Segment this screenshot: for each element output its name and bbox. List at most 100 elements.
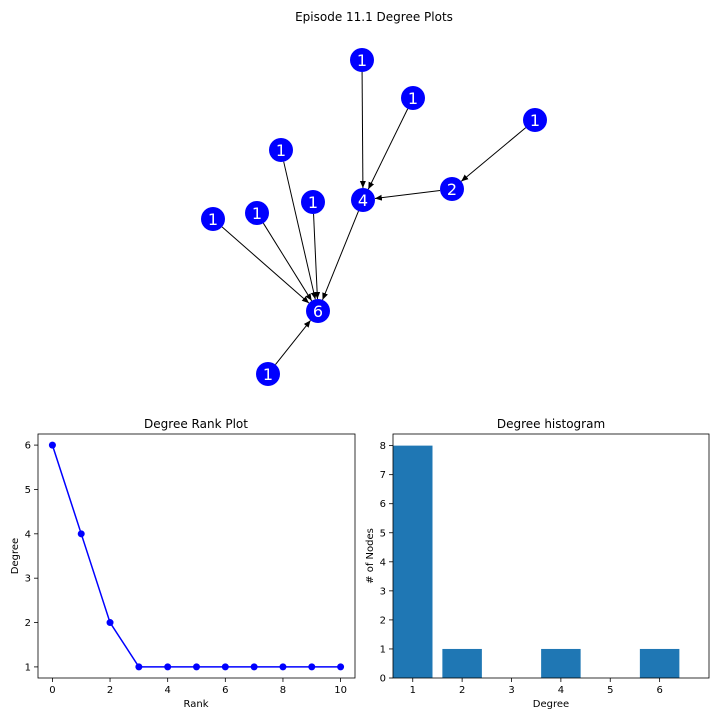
network-node-circle <box>351 188 375 212</box>
network-node-circle <box>350 48 374 72</box>
rank-plot-ylabel: Degree <box>10 538 21 574</box>
histogram-ytick-label: 0 <box>380 674 386 685</box>
network-node-label: 4 <box>358 191 368 210</box>
histogram-xtick-label: 3 <box>508 685 514 696</box>
rank-xtick-label: 6 <box>222 685 228 696</box>
rank-xtick-label: 10 <box>334 685 347 696</box>
network-node-circle <box>440 177 464 201</box>
network-edge <box>275 320 311 365</box>
histogram-bar <box>639 648 680 678</box>
network-node: 4 <box>351 188 375 212</box>
figure-title: Episode 11.1 Degree Plots <box>295 10 453 24</box>
network-node: 1 <box>350 48 374 72</box>
network-edge <box>313 213 321 300</box>
network-edge <box>460 127 527 182</box>
histogram-ytick-label: 1 <box>380 644 386 655</box>
network-node-circle <box>401 86 425 110</box>
rank-line <box>51 444 341 668</box>
rank-xtick-label: 0 <box>49 685 55 696</box>
rank-xtick-label: 2 <box>107 685 113 696</box>
rank-point <box>250 663 258 671</box>
network-node-label: 1 <box>263 365 273 384</box>
histogram-xtick-label: 4 <box>558 685 564 696</box>
histogram-ylabel: # of Nodes <box>365 528 376 584</box>
network-node-circle <box>306 299 330 323</box>
network-edge <box>367 108 409 190</box>
rank-point <box>308 663 316 671</box>
histogram-bar <box>541 648 581 678</box>
network-edge <box>374 189 441 201</box>
histogram-xtick-label: 6 <box>656 685 662 696</box>
network-node: 1 <box>201 207 225 231</box>
network-node: 1 <box>523 108 547 132</box>
rank-xtick-label: 4 <box>164 685 170 696</box>
histogram-title: Degree histogram <box>497 417 605 431</box>
histogram-ytick-label: 8 <box>380 441 386 452</box>
histogram-ytick-label: 2 <box>380 615 386 626</box>
rank-ytick-label: 3 <box>25 574 31 585</box>
network-node: 1 <box>401 86 425 110</box>
histogram-xtick-label: 2 <box>459 685 465 696</box>
network-node-circle <box>201 207 225 231</box>
rank-plot-frame <box>37 433 356 679</box>
histogram-ytick-label: 4 <box>380 557 386 568</box>
histogram-ytick-label: 5 <box>380 528 386 539</box>
network-node-label: 1 <box>276 141 286 160</box>
rank-point <box>135 663 143 671</box>
rank-xtick-label: 8 <box>280 685 286 696</box>
rank-point <box>164 663 172 671</box>
network-node-label: 1 <box>252 204 262 223</box>
network-edge <box>359 71 366 189</box>
network-nodes: 6 4 2 1 1 1 1 1 1 1 1 <box>201 48 547 386</box>
network-node-circle <box>523 108 547 132</box>
rank-point <box>337 663 345 671</box>
network-node: 1 <box>245 201 269 225</box>
network-node: 1 <box>269 138 293 162</box>
rank-ytick-label: 4 <box>25 529 31 540</box>
histogram-xtick-label: 1 <box>410 685 416 696</box>
network-node-circle <box>256 362 280 386</box>
network-node-label: 1 <box>208 210 218 229</box>
network-node-label: 2 <box>447 180 457 199</box>
rank-point <box>221 663 229 671</box>
histogram-ytick-label: 3 <box>380 586 386 597</box>
network-node-circle <box>301 190 325 214</box>
network-node-label: 6 <box>313 302 323 321</box>
rank-ytick-label: 5 <box>25 485 31 496</box>
network-node-label: 1 <box>408 89 418 108</box>
histogram-ticks: 1 2 3 4 5 6 0 1 2 3 4 5 6 7 8 <box>380 441 663 696</box>
network-edge <box>221 226 310 304</box>
rank-plot-series <box>48 441 345 671</box>
network-node-label: 1 <box>530 111 540 130</box>
histogram-bar <box>393 445 433 678</box>
histogram-xlabel: Degree <box>533 699 569 710</box>
histogram-xtick-label: 5 <box>607 685 613 696</box>
histogram-bars <box>393 445 680 678</box>
network-node: 2 <box>440 177 464 201</box>
histogram-frame <box>392 433 710 679</box>
rank-point <box>48 441 56 449</box>
rank-point <box>77 530 85 538</box>
rank-ytick-label: 1 <box>25 662 31 673</box>
network-node: 6 <box>306 299 330 323</box>
histogram-ytick-label: 6 <box>380 499 386 510</box>
network-graph: 6 4 2 1 1 1 1 1 1 1 1 <box>201 48 547 386</box>
network-node-label: 1 <box>308 193 318 212</box>
network-node-circle <box>269 138 293 162</box>
rank-point <box>279 663 287 671</box>
histogram-bar <box>442 648 482 678</box>
network-edge <box>322 210 359 301</box>
rank-point <box>193 663 200 671</box>
network-node-label: 1 <box>357 51 367 70</box>
histogram-ytick-label: 7 <box>380 470 386 481</box>
rank-ytick-label: 6 <box>25 441 31 452</box>
rank-plot-xlabel: Rank <box>184 699 209 710</box>
network-node-circle <box>245 201 269 225</box>
network-edges <box>221 71 527 365</box>
rank-plot-title: Degree Rank Plot <box>144 417 248 431</box>
network-node: 1 <box>256 362 280 386</box>
